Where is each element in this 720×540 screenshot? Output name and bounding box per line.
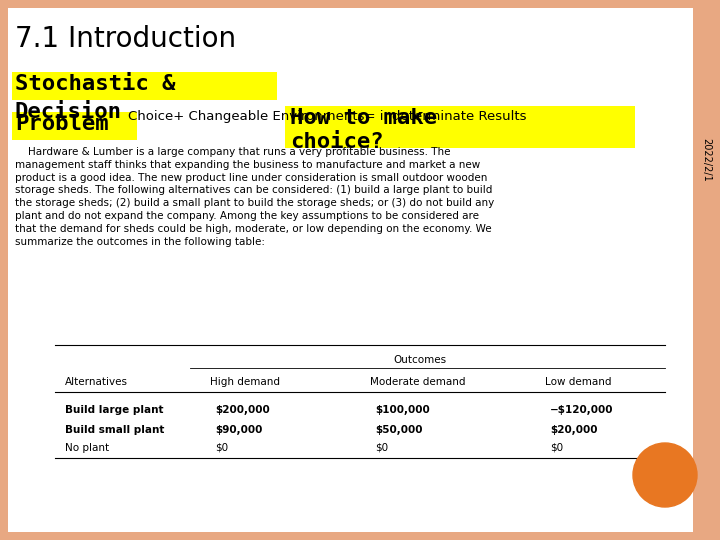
Text: Outcomes: Outcomes [393,355,446,365]
Text: $0: $0 [375,443,388,453]
Text: No plant: No plant [65,443,109,453]
Text: choice?: choice? [290,132,384,152]
Text: $90,000: $90,000 [215,425,262,435]
Bar [12,72,277,100]
Text: $20,000: $20,000 [550,425,598,435]
Text: Hardware & Lumber is a large company that runs a very profitable business. The
m: Hardware & Lumber is a large company tha… [15,147,494,247]
Text: 2022/2/1: 2022/2/1 [701,138,711,182]
Text: 7.1 Introduction: 7.1 Introduction [15,25,236,53]
Bar [0,0,720,8]
Bar [0,532,720,540]
Text: Build small plant: Build small plant [65,425,164,435]
Bar [0,0,8,540]
Text: High demand: High demand [210,377,280,387]
Text: Alternatives: Alternatives [65,377,128,387]
Bar [12,112,137,140]
Text: $100,000: $100,000 [375,405,430,415]
Circle shape [633,443,697,507]
Text: How to make: How to make [290,108,437,128]
Text: Moderate demand: Moderate demand [370,377,466,387]
Text: Low demand: Low demand [545,377,611,387]
Text: $50,000: $50,000 [375,425,423,435]
Bar [693,0,720,540]
Bar [285,106,635,148]
Text: $200,000: $200,000 [215,405,270,415]
Text: Build large plant: Build large plant [65,405,163,415]
Text: Stochastic &: Stochastic & [15,74,176,94]
Text: $0: $0 [215,443,228,453]
Text: $0: $0 [550,443,563,453]
Text: −$120,000: −$120,000 [550,405,613,415]
Text: Problem: Problem [15,114,109,134]
Text: Choice+ Changeable Environments= indeterminate Results: Choice+ Changeable Environments= indeter… [128,110,526,123]
Text: Decision: Decision [15,102,122,122]
